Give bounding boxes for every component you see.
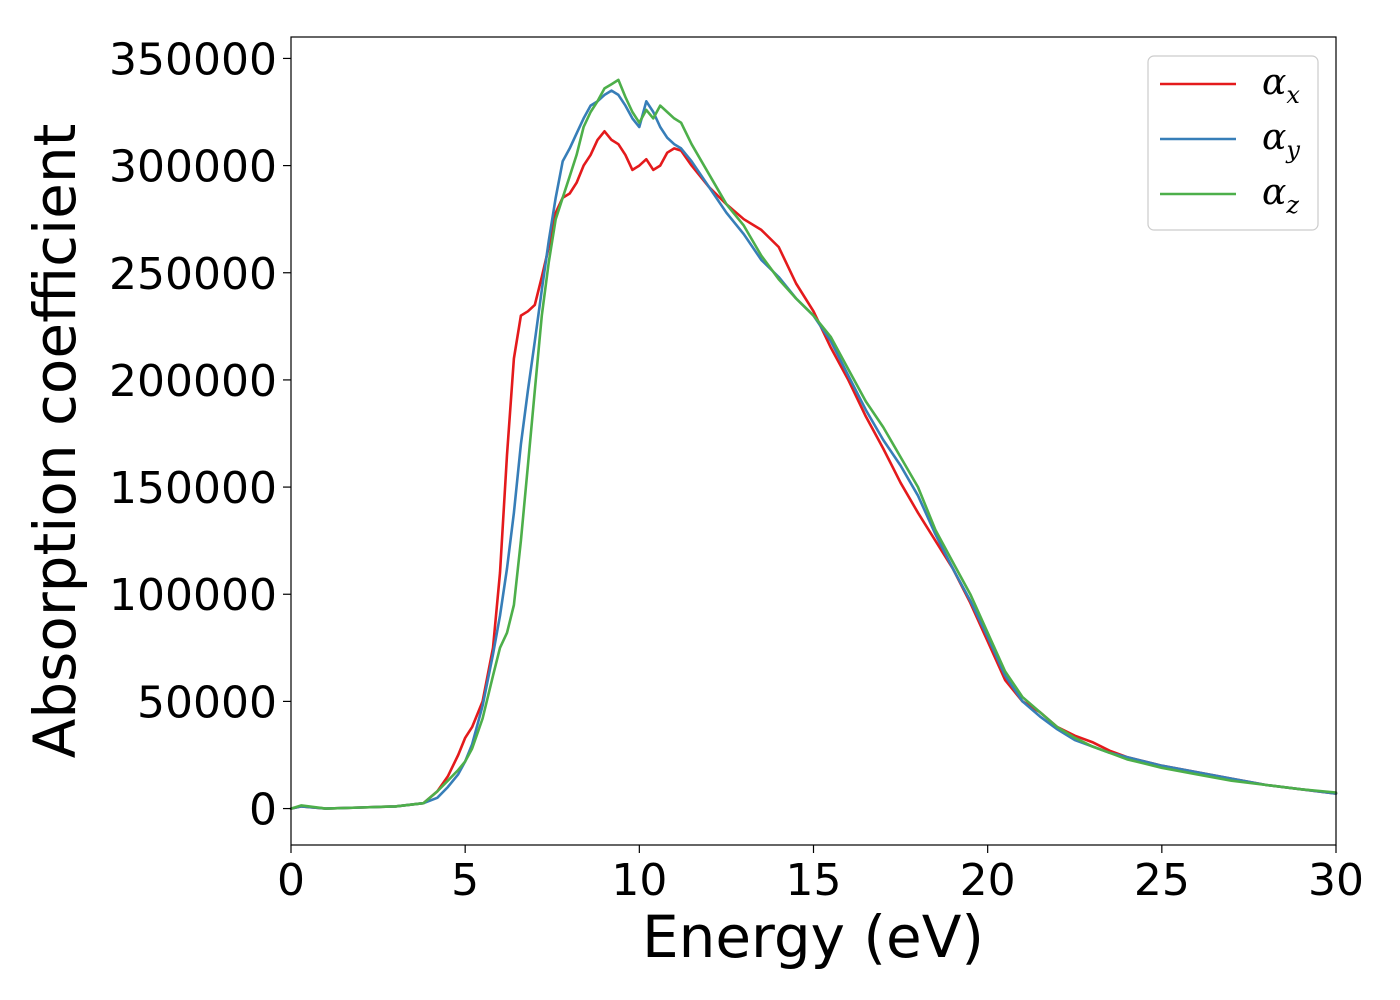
y-tick-label: 100000 <box>109 570 277 621</box>
series-layer <box>289 78 1338 810</box>
series-line-y <box>289 89 1338 810</box>
x-axis: 0 5 10 15 20 25 30 <box>277 845 1364 906</box>
y-tick-label: 200000 <box>109 356 277 407</box>
x-axis-title: Energy (eV) <box>642 903 984 971</box>
y-tick-label: 350000 <box>109 34 277 85</box>
legend-box <box>1147 55 1319 231</box>
x-tick-label: 10 <box>611 855 667 906</box>
x-tick-label: 15 <box>786 855 842 906</box>
y-tick-label: 150000 <box>109 463 277 514</box>
x-tick-label: 5 <box>451 855 479 906</box>
x-tick-label: 30 <box>1308 855 1364 906</box>
legend-label-y: αy <box>1262 117 1300 164</box>
legend-label-z: αz <box>1262 172 1299 219</box>
legend-label-x: αx <box>1262 62 1300 109</box>
x-tick-label: 25 <box>1134 855 1190 906</box>
y-tick-label: 50000 <box>137 677 277 728</box>
y-tick-label: 0 <box>249 785 277 836</box>
x-tick-label: 0 <box>277 855 305 906</box>
y-tick-label: 250000 <box>109 249 277 300</box>
y-tick-label: 300000 <box>109 142 277 193</box>
y-axis: 0 50000 100000 150000 200000 250000 300000 3500… <box>109 34 291 836</box>
x-tick-label: 20 <box>960 855 1016 906</box>
series-line-z <box>289 78 1338 810</box>
y-axis-title: Absorption coefficient <box>21 124 89 759</box>
legend: αx αy αz <box>1147 55 1319 231</box>
